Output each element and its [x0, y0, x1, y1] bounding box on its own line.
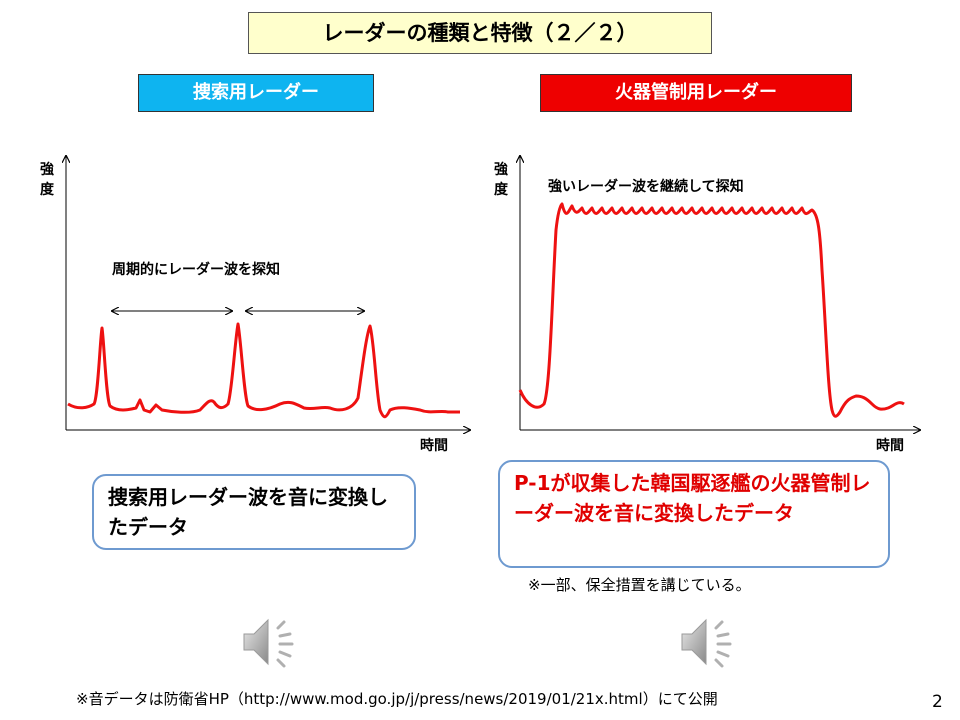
fire-control-audio-callout: P-1が収集した韓国駆逐艦の火器管制レーダー波を音に変換したデータ [498, 460, 890, 568]
footer-source-note: ※音データは防衛省HP（http://www.mod.go.jp/j/press… [76, 690, 718, 708]
right-x-axis-label: 時間 [876, 437, 904, 454]
search-radar-audio-callout: 捜索用レーダー波を音に変換したデータ [92, 474, 416, 550]
right-annotation: 強いレーダー波を継続して探知 [548, 178, 744, 195]
security-note: ※一部、保全措置を講じている。 [528, 576, 751, 594]
page-title: レーダーの種類と特徴（２／２） [248, 12, 712, 54]
right-y-axis-label-2: 度 [494, 181, 509, 198]
left-annotation: 周期的にレーダー波を探知 [112, 261, 280, 278]
search-radar-label: 捜索用レーダー [138, 74, 374, 112]
right-axes [520, 156, 920, 430]
left-y-axis-label-2: 度 [40, 181, 55, 198]
left-y-axis-label-1: 強 [40, 161, 54, 178]
search-radar-signal [67, 322, 460, 419]
right-y-axis-label-1: 強 [494, 161, 508, 178]
speaker-icon[interactable] [676, 614, 736, 670]
page-number: 2 [932, 692, 943, 712]
left-x-axis-label: 時間 [420, 437, 448, 454]
fire-control-radar-signal [518, 202, 905, 418]
left-axes [66, 156, 470, 430]
speaker-icon[interactable] [238, 614, 298, 670]
fire-control-radar-label: 火器管制用レーダー [540, 74, 852, 112]
